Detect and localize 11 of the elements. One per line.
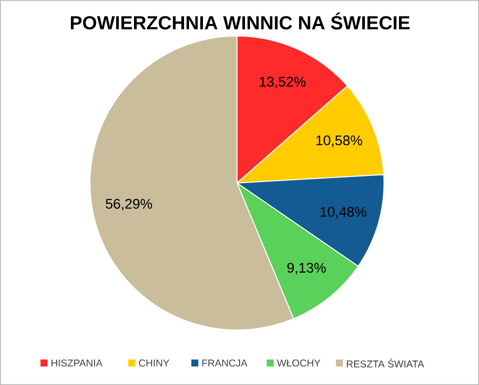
data-label: 56,29% xyxy=(106,198,152,210)
data-label: 13,52% xyxy=(260,76,306,88)
data-label: 9,13% xyxy=(287,262,326,274)
legend-label: HISZPANIA xyxy=(52,359,103,367)
legend-label: FRANCJA xyxy=(202,359,248,367)
legend-label: CHINY xyxy=(139,359,170,367)
chart-title: POWIERZCHNIA WINNIC NA ŚWIECIE xyxy=(70,12,410,30)
data-label: 10,48% xyxy=(320,206,366,218)
legend-label: WŁOCHY xyxy=(276,359,320,367)
data-label: 10,58% xyxy=(316,135,362,147)
legend-label: RESZTA ŚWIATA xyxy=(346,358,424,368)
